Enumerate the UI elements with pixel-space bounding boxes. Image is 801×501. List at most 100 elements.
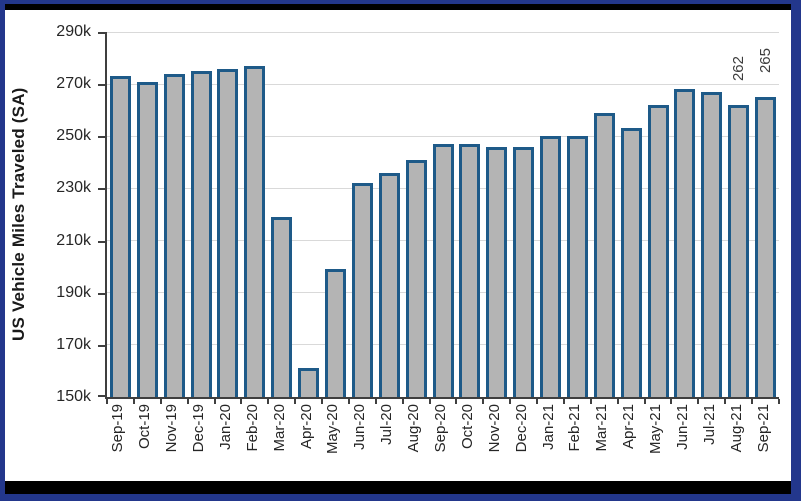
bar-value-label: 262 (729, 55, 747, 81)
y-axis-tick-label: 290k (56, 23, 91, 40)
y-axis-tick (98, 292, 105, 295)
y-axis-tick (98, 188, 105, 191)
x-axis-label: Feb-21 (566, 404, 584, 452)
bar (755, 97, 777, 397)
x-axis-tick (509, 399, 512, 404)
bar (620, 128, 642, 397)
y-axis-tick-label: 150k (56, 388, 91, 405)
bar (324, 269, 346, 397)
bar (271, 217, 293, 397)
bar (728, 105, 750, 397)
x-axis-tick (186, 399, 189, 404)
y-axis-tick (98, 344, 105, 347)
x-axis-label: Dec-19 (190, 404, 208, 453)
x-axis-tick (724, 399, 727, 404)
y-axis-tick-labels: 150k 170k 190k 210k 230k 250k 270k 290k (5, 23, 91, 405)
x-axis-tick (428, 399, 431, 404)
x-axis-tick (643, 399, 646, 404)
gridline (107, 135, 779, 137)
x-axis-tick (562, 399, 565, 404)
bar (701, 91, 723, 397)
x-axis-label: Jun-20 (351, 404, 369, 450)
x-axis-label: Dec-20 (512, 404, 530, 453)
y-axis-tick (98, 240, 105, 243)
x-axis-label: Oct-19 (136, 404, 154, 450)
gridline (107, 83, 779, 85)
bar (432, 144, 454, 397)
x-axis-label: Jan-21 (539, 404, 557, 450)
x-axis-tick (132, 399, 135, 404)
x-axis-label: Apr-21 (620, 404, 638, 450)
x-axis-tick (589, 399, 592, 404)
x-axis-label: May-21 (647, 404, 665, 455)
bar (486, 146, 508, 397)
bar (109, 76, 131, 397)
x-axis-tick (106, 399, 108, 404)
bar (190, 71, 212, 397)
x-axis-label: Jul-20 (378, 404, 396, 445)
bar (217, 68, 239, 397)
bar (405, 159, 427, 397)
bar (513, 146, 535, 397)
y-axis-tick (98, 32, 105, 34)
x-axis-tick (697, 399, 700, 404)
x-axis-tick (347, 399, 350, 404)
bar (566, 136, 588, 397)
x-axis-label: Aug-20 (405, 404, 423, 453)
x-axis-tick (670, 399, 673, 404)
x-axis-tick (751, 399, 754, 404)
bar (378, 172, 400, 397)
bar (647, 105, 669, 397)
x-axis-label: Oct-20 (458, 404, 476, 450)
gridline (107, 31, 779, 33)
x-axis-label: Mar-21 (593, 404, 611, 452)
x-axis-label: Sep-20 (432, 404, 449, 453)
x-axis-label: Nov-19 (163, 404, 181, 453)
x-axis-label: Sep-19 (109, 404, 127, 453)
bar (540, 136, 562, 397)
bar (244, 65, 266, 397)
x-axis-tick (616, 399, 619, 404)
x-axis-label: Feb-20 (243, 404, 261, 452)
bar (298, 368, 320, 397)
x-axis-label: Jan-20 (216, 404, 234, 450)
x-axis-tick (294, 399, 297, 404)
y-axis-tick-label: 230k (56, 179, 91, 197)
x-axis-tick (267, 399, 270, 404)
y-axis-tick-label: 250k (56, 127, 91, 145)
x-axis-label: May-20 (324, 404, 342, 455)
plot-area: 262 265 (98, 31, 780, 404)
y-axis-tick-label: 210k (56, 231, 91, 249)
x-axis-label: Jun-21 (673, 404, 691, 450)
x-axis-label: Apr-20 (297, 404, 315, 450)
x-axis-tick (159, 399, 162, 404)
bar (136, 81, 158, 397)
x-axis-label: Nov-20 (485, 404, 503, 453)
x-axis-labels: Sep-19 Oct-19 Nov-19 Dec-19 Jan-20 Feb-20 Mar-… (105, 404, 777, 476)
bar (163, 73, 185, 397)
chart-card: US Vehicle Miles Traveled (SA) 150k 170k 1… (5, 10, 791, 481)
bar (674, 89, 696, 397)
x-axis-tick (536, 399, 539, 404)
x-axis-label: Aug-21 (727, 404, 745, 453)
x-axis-tick (778, 399, 780, 404)
x-axis-tick (455, 399, 458, 404)
x-axis-label: Jul-21 (700, 404, 718, 445)
x-axis-label: Mar-20 (270, 404, 288, 452)
bar (459, 144, 481, 397)
bar-value-label: 265 (756, 48, 774, 74)
y-axis-tick (98, 136, 105, 139)
x-axis-tick (240, 399, 243, 404)
bar (593, 112, 615, 397)
y-axis-tick-label: 190k (56, 283, 91, 301)
y-axis-tick (98, 84, 105, 87)
y-axis-tick-label: 270k (56, 75, 91, 93)
bar (351, 183, 373, 397)
x-axis-tick (482, 399, 485, 404)
x-axis-tick (321, 399, 324, 404)
y-axis-tick (98, 395, 105, 397)
x-axis-tick (401, 399, 404, 404)
x-axis-tick (213, 399, 216, 404)
x-axis-label: Sep-21 (754, 404, 772, 453)
